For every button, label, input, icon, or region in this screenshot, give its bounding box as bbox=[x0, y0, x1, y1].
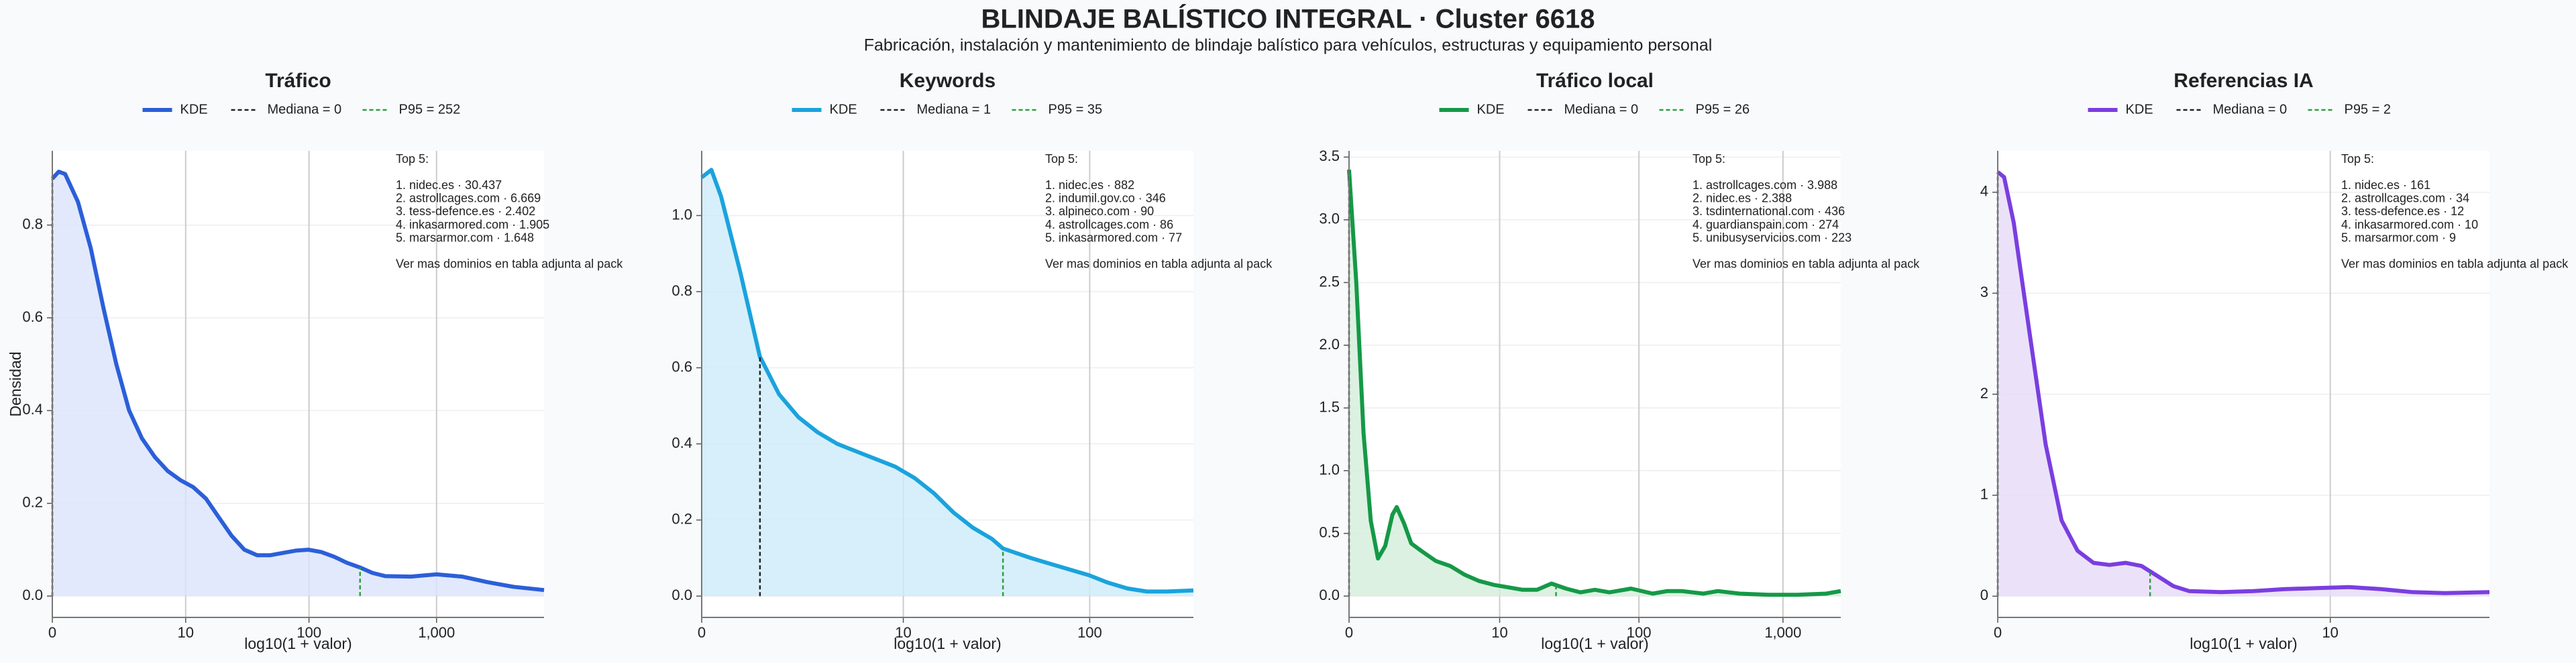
legend-label: KDE bbox=[830, 102, 857, 117]
x-tick-label: 0 bbox=[1994, 624, 2002, 641]
legend-label: Mediana = 0 bbox=[268, 102, 342, 117]
panel-title: Referencias IA bbox=[2174, 70, 2313, 92]
annotation-item: 5. unibusyservicios.com · 223 bbox=[1693, 231, 1851, 244]
annotation-item: 5. inkasarmored.com · 77 bbox=[1045, 231, 1182, 244]
annotation-item: 4. inkasarmored.com · 10 bbox=[2341, 218, 2478, 231]
annotation-title: Top 5: bbox=[1045, 152, 1078, 166]
annotation-title: Top 5: bbox=[396, 152, 429, 166]
legend-label: P95 = 252 bbox=[399, 102, 461, 117]
annotation-title: Top 5: bbox=[1693, 152, 1725, 166]
y-tick-label: 0.0 bbox=[1319, 587, 1340, 603]
x-tick-label: 0 bbox=[698, 624, 706, 641]
plot-area bbox=[1998, 151, 2489, 617]
x-tick-label: 10 bbox=[895, 624, 911, 641]
annotation-item: 4. inkasarmored.com · 1.905 bbox=[396, 218, 549, 231]
x-tick-label: 10 bbox=[1491, 624, 1507, 641]
y-tick-label: 1.0 bbox=[672, 206, 692, 223]
kde-line bbox=[1996, 170, 2490, 595]
x-tick-label: 10 bbox=[178, 624, 194, 641]
y-tick-label: 0.2 bbox=[22, 494, 43, 511]
y-tick-label: 1 bbox=[1980, 486, 1988, 503]
annotation-item: 1. nidec.es · 30.437 bbox=[396, 178, 502, 192]
annotation-item: 5. marsarmor.com · 9 bbox=[2341, 231, 2456, 244]
annotation-item: 3. tsdinternational.com · 436 bbox=[1693, 204, 1845, 218]
x-tick-label: 0 bbox=[1345, 624, 1353, 641]
subtitle: Fabricación, instalación y mantenimiento… bbox=[864, 36, 1713, 55]
annotation-item: 2. nidec.es · 2.388 bbox=[1693, 192, 1792, 205]
kde-line bbox=[1347, 169, 1841, 597]
legend-label: P95 = 35 bbox=[1049, 102, 1103, 117]
annotation-note: Ver mas dominios en tabla adjunta al pac… bbox=[1045, 257, 1273, 271]
y-tick-label: 0.4 bbox=[672, 434, 692, 451]
x-axis-label: log10(1 + valor) bbox=[244, 635, 352, 652]
panel-title: Tráfico bbox=[265, 70, 331, 92]
annotation-item: 2. indumil.gov.co · 346 bbox=[1045, 192, 1166, 205]
x-tick-label: 0 bbox=[48, 624, 56, 641]
y-tick-label: 0.0 bbox=[672, 587, 692, 603]
x-tick-label: 1,000 bbox=[1764, 624, 1801, 641]
y-tick-label: 2.5 bbox=[1319, 273, 1340, 290]
y-axis-label: Densidad bbox=[7, 351, 24, 416]
annotation-item: 1. astrollcages.com · 3.988 bbox=[1693, 178, 1837, 192]
y-tick-label: 0.8 bbox=[22, 216, 43, 233]
annotation-item: 3. alpineco.com · 90 bbox=[1045, 204, 1154, 218]
y-tick-label: 3 bbox=[1980, 284, 1988, 300]
x-tick-label: 100 bbox=[297, 624, 321, 641]
y-tick-label: 1.0 bbox=[1319, 461, 1340, 478]
x-axis-label: log10(1 + valor) bbox=[894, 635, 1001, 652]
y-tick-label: 0.2 bbox=[672, 510, 692, 527]
kde-line bbox=[700, 168, 1194, 594]
x-axis-label: log10(1 + valor) bbox=[1541, 635, 1648, 652]
legend-label: P95 = 2 bbox=[2345, 102, 2392, 117]
main-title: BLINDAJE BALÍSTICO INTEGRAL · Cluster 66… bbox=[981, 4, 1595, 34]
y-tick-label: 0.8 bbox=[672, 282, 692, 299]
annotation-note: Ver mas dominios en tabla adjunta al pac… bbox=[396, 257, 623, 271]
annotation-item: 2. astrollcages.com · 34 bbox=[2341, 192, 2469, 205]
kde-area bbox=[1349, 170, 1841, 597]
y-tick-label: 0.4 bbox=[22, 401, 43, 418]
legend-label: KDE bbox=[180, 102, 208, 117]
annotation-item: 4. astrollcages.com · 86 bbox=[1045, 218, 1173, 231]
y-tick-label: 0.0 bbox=[22, 587, 43, 603]
y-tick-label: 3.0 bbox=[1319, 210, 1340, 227]
y-tick-label: 1.5 bbox=[1319, 398, 1340, 415]
legend-label: Mediana = 1 bbox=[917, 102, 991, 117]
legend-label: KDE bbox=[1477, 102, 1505, 117]
annotation-item: 4. guardianspain.com · 274 bbox=[1693, 218, 1839, 231]
legend-label: Mediana = 0 bbox=[2213, 102, 2288, 117]
kde-area bbox=[702, 170, 1193, 597]
annotation-item: 1. nidec.es · 882 bbox=[1045, 178, 1134, 192]
y-tick-label: 4 bbox=[1980, 183, 1988, 200]
x-axis-label: log10(1 + valor) bbox=[2190, 635, 2297, 652]
annotation-title: Top 5: bbox=[2341, 152, 2374, 166]
annotation-item: 5. marsarmor.com · 1.648 bbox=[396, 231, 534, 244]
x-tick-label: 10 bbox=[2322, 624, 2338, 641]
annotation-item: 2. astrollcages.com · 6.669 bbox=[396, 192, 541, 205]
kde-area bbox=[1998, 172, 2489, 597]
kde-area bbox=[52, 172, 544, 597]
y-tick-label: 0.6 bbox=[672, 358, 692, 375]
annotation-note: Ver mas dominios en tabla adjunta al pac… bbox=[1693, 257, 1920, 271]
y-tick-label: 3.5 bbox=[1319, 147, 1340, 164]
legend-label: P95 = 26 bbox=[1696, 102, 1750, 117]
legend-label: Mediana = 0 bbox=[1564, 102, 1639, 117]
x-tick-label: 1,000 bbox=[418, 624, 455, 641]
annotation-note: Ver mas dominios en tabla adjunta al pac… bbox=[2341, 257, 2569, 271]
plot-area bbox=[1349, 151, 1841, 617]
y-tick-label: 2.0 bbox=[1319, 336, 1340, 353]
annotation-item: 3. tess-defence.es · 12 bbox=[2341, 204, 2464, 218]
legend-label: KDE bbox=[2126, 102, 2153, 117]
panel-title: Tráfico local bbox=[1536, 70, 1654, 92]
x-tick-label: 100 bbox=[1077, 624, 1102, 641]
x-tick-label: 100 bbox=[1627, 624, 1652, 641]
kde-line bbox=[50, 170, 545, 593]
y-tick-label: 0.5 bbox=[1319, 524, 1340, 540]
annotation-item: 3. tess-defence.es · 2.402 bbox=[396, 204, 535, 218]
y-tick-label: 0 bbox=[1980, 587, 1988, 603]
y-tick-label: 0.6 bbox=[22, 308, 43, 325]
annotation-item: 1. nidec.es · 161 bbox=[2341, 178, 2430, 192]
y-tick-label: 2 bbox=[1980, 385, 1988, 402]
panel-title: Keywords bbox=[900, 70, 996, 92]
